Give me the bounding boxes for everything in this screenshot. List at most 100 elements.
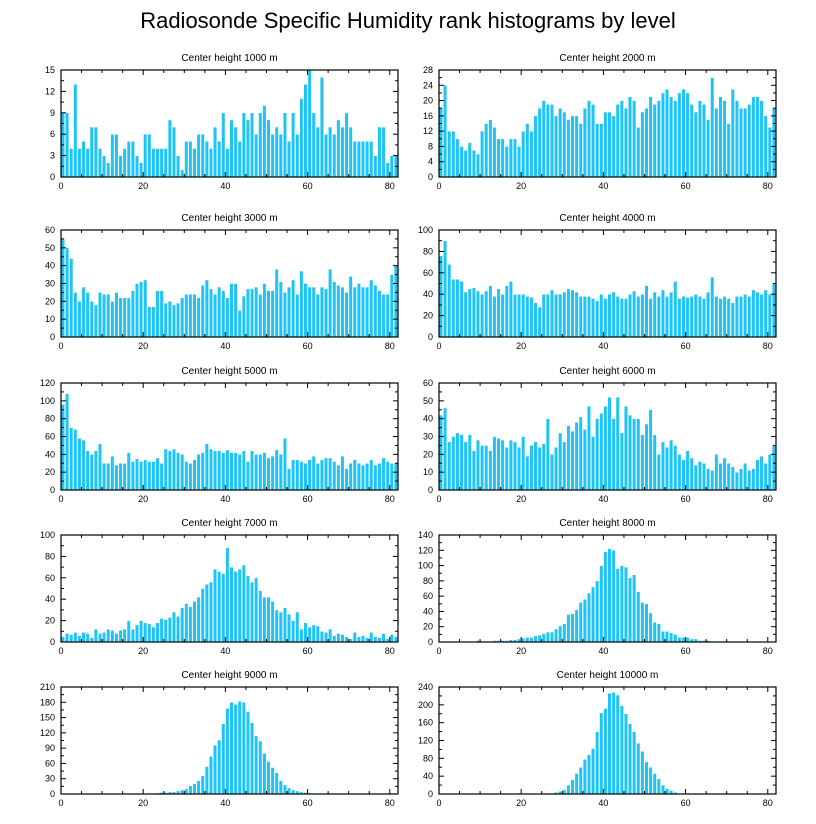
histogram-bar bbox=[262, 452, 267, 491]
y-tick-label: 10 bbox=[45, 314, 55, 324]
histogram-bar bbox=[344, 468, 349, 491]
histogram-bar bbox=[512, 293, 517, 338]
histogram-bar bbox=[106, 293, 111, 338]
histogram-bar bbox=[656, 778, 661, 795]
histogram-bar bbox=[369, 632, 374, 643]
histogram-bar bbox=[332, 635, 337, 643]
y-tick-label: 80 bbox=[423, 753, 433, 763]
histogram-bar bbox=[373, 155, 378, 178]
y-tick-label: 120 bbox=[418, 736, 433, 746]
y-tick-label: 140 bbox=[418, 530, 433, 540]
histogram-bar bbox=[192, 783, 197, 795]
histogram-bar bbox=[221, 112, 226, 178]
y-tick-label: 180 bbox=[40, 697, 55, 707]
histogram-bar bbox=[229, 702, 234, 795]
histogram-bar bbox=[652, 434, 657, 491]
histogram-bar bbox=[734, 471, 739, 491]
histogram-bar bbox=[475, 439, 480, 491]
histogram-bar bbox=[685, 92, 690, 178]
histogram-bar bbox=[97, 633, 102, 643]
histogram-bar bbox=[118, 297, 123, 338]
histogram-bar bbox=[603, 111, 608, 178]
histogram-bar bbox=[385, 162, 390, 178]
histogram-bar bbox=[549, 104, 554, 178]
histogram-bar bbox=[763, 289, 768, 338]
y-tick-label: 30 bbox=[45, 774, 55, 784]
histogram-bar bbox=[180, 169, 185, 178]
histogram-bar bbox=[595, 123, 600, 178]
histogram-bar bbox=[726, 123, 731, 178]
histogram-bar bbox=[480, 293, 485, 338]
histogram-bar bbox=[747, 104, 752, 178]
histogram-bar bbox=[274, 772, 279, 795]
histogram-panel: Center height 4000 m 0 20 40 60 80 0 20 40 60 80 10… bbox=[418, 213, 777, 351]
histogram-bar bbox=[660, 92, 665, 178]
histogram-bar bbox=[81, 286, 86, 338]
x-tick-label: 40 bbox=[598, 494, 608, 504]
histogram-bar bbox=[163, 619, 168, 643]
x-tick-label: 20 bbox=[138, 646, 148, 656]
histogram-bar bbox=[81, 632, 86, 643]
histogram-bar bbox=[706, 291, 711, 338]
histogram-bar bbox=[549, 631, 554, 643]
x-tick-label: 60 bbox=[681, 181, 691, 191]
histogram-bar bbox=[180, 454, 185, 491]
x-tick-label: 20 bbox=[138, 181, 148, 191]
histogram-bar bbox=[143, 622, 148, 643]
histogram-bar bbox=[755, 291, 760, 338]
histogram-bar bbox=[463, 441, 468, 491]
histogram-bar bbox=[110, 629, 115, 643]
histogram-bar bbox=[385, 461, 390, 491]
histogram-bar bbox=[93, 304, 98, 338]
plot-frame bbox=[60, 686, 399, 795]
histogram-bar bbox=[763, 463, 768, 491]
histogram-bar bbox=[176, 452, 181, 491]
x-tick-label: 20 bbox=[516, 341, 526, 351]
x-tick-label: 60 bbox=[303, 798, 313, 808]
y-tick-label: 240 bbox=[418, 682, 433, 692]
histogram-bar bbox=[652, 291, 657, 338]
histogram-bar bbox=[591, 298, 596, 338]
histogram-bar bbox=[718, 298, 723, 338]
histogram-bar bbox=[315, 463, 320, 491]
histogram-bar bbox=[492, 436, 497, 491]
histogram-bar bbox=[217, 450, 222, 491]
histogram-bar bbox=[348, 276, 353, 338]
y-tick-label: 160 bbox=[418, 718, 433, 728]
histogram-bar bbox=[85, 148, 90, 178]
histogram-bar bbox=[356, 141, 361, 178]
histogram-bar bbox=[521, 436, 526, 491]
histogram-bar bbox=[196, 596, 201, 643]
histogram-bar bbox=[176, 616, 181, 643]
y-tick-label: 0 bbox=[50, 637, 55, 647]
histogram-bar bbox=[365, 463, 370, 491]
histogram-bar bbox=[562, 623, 567, 643]
histogram-bar bbox=[295, 459, 300, 491]
x-tick-label: 40 bbox=[220, 494, 230, 504]
histogram-bar bbox=[619, 432, 624, 491]
histogram-bar bbox=[122, 463, 127, 491]
histogram-bar bbox=[65, 247, 70, 338]
histogram-bar bbox=[373, 464, 378, 491]
histogram-bar bbox=[208, 756, 213, 795]
y-tick-label: 20 bbox=[45, 467, 55, 477]
histogram-bar bbox=[114, 133, 119, 178]
y-tick-label: 12 bbox=[423, 126, 433, 136]
histogram-bar bbox=[615, 104, 620, 178]
histogram-bar bbox=[262, 105, 267, 178]
histogram-bar bbox=[525, 455, 530, 491]
histogram-bar bbox=[299, 461, 304, 491]
histogram-bar bbox=[291, 459, 296, 491]
histogram-bar bbox=[262, 752, 267, 795]
histogram-bar bbox=[648, 409, 653, 491]
histogram-bar bbox=[443, 407, 448, 491]
histogram-bar bbox=[591, 748, 596, 795]
histogram-bar bbox=[237, 310, 242, 338]
histogram-bar bbox=[188, 141, 193, 178]
x-tick-label: 80 bbox=[385, 341, 395, 351]
histogram-bar bbox=[578, 123, 583, 178]
y-tick-label: 20 bbox=[423, 311, 433, 321]
histogram-bar bbox=[217, 739, 222, 795]
histogram-bar bbox=[549, 289, 554, 338]
histogram-bar bbox=[110, 301, 115, 338]
